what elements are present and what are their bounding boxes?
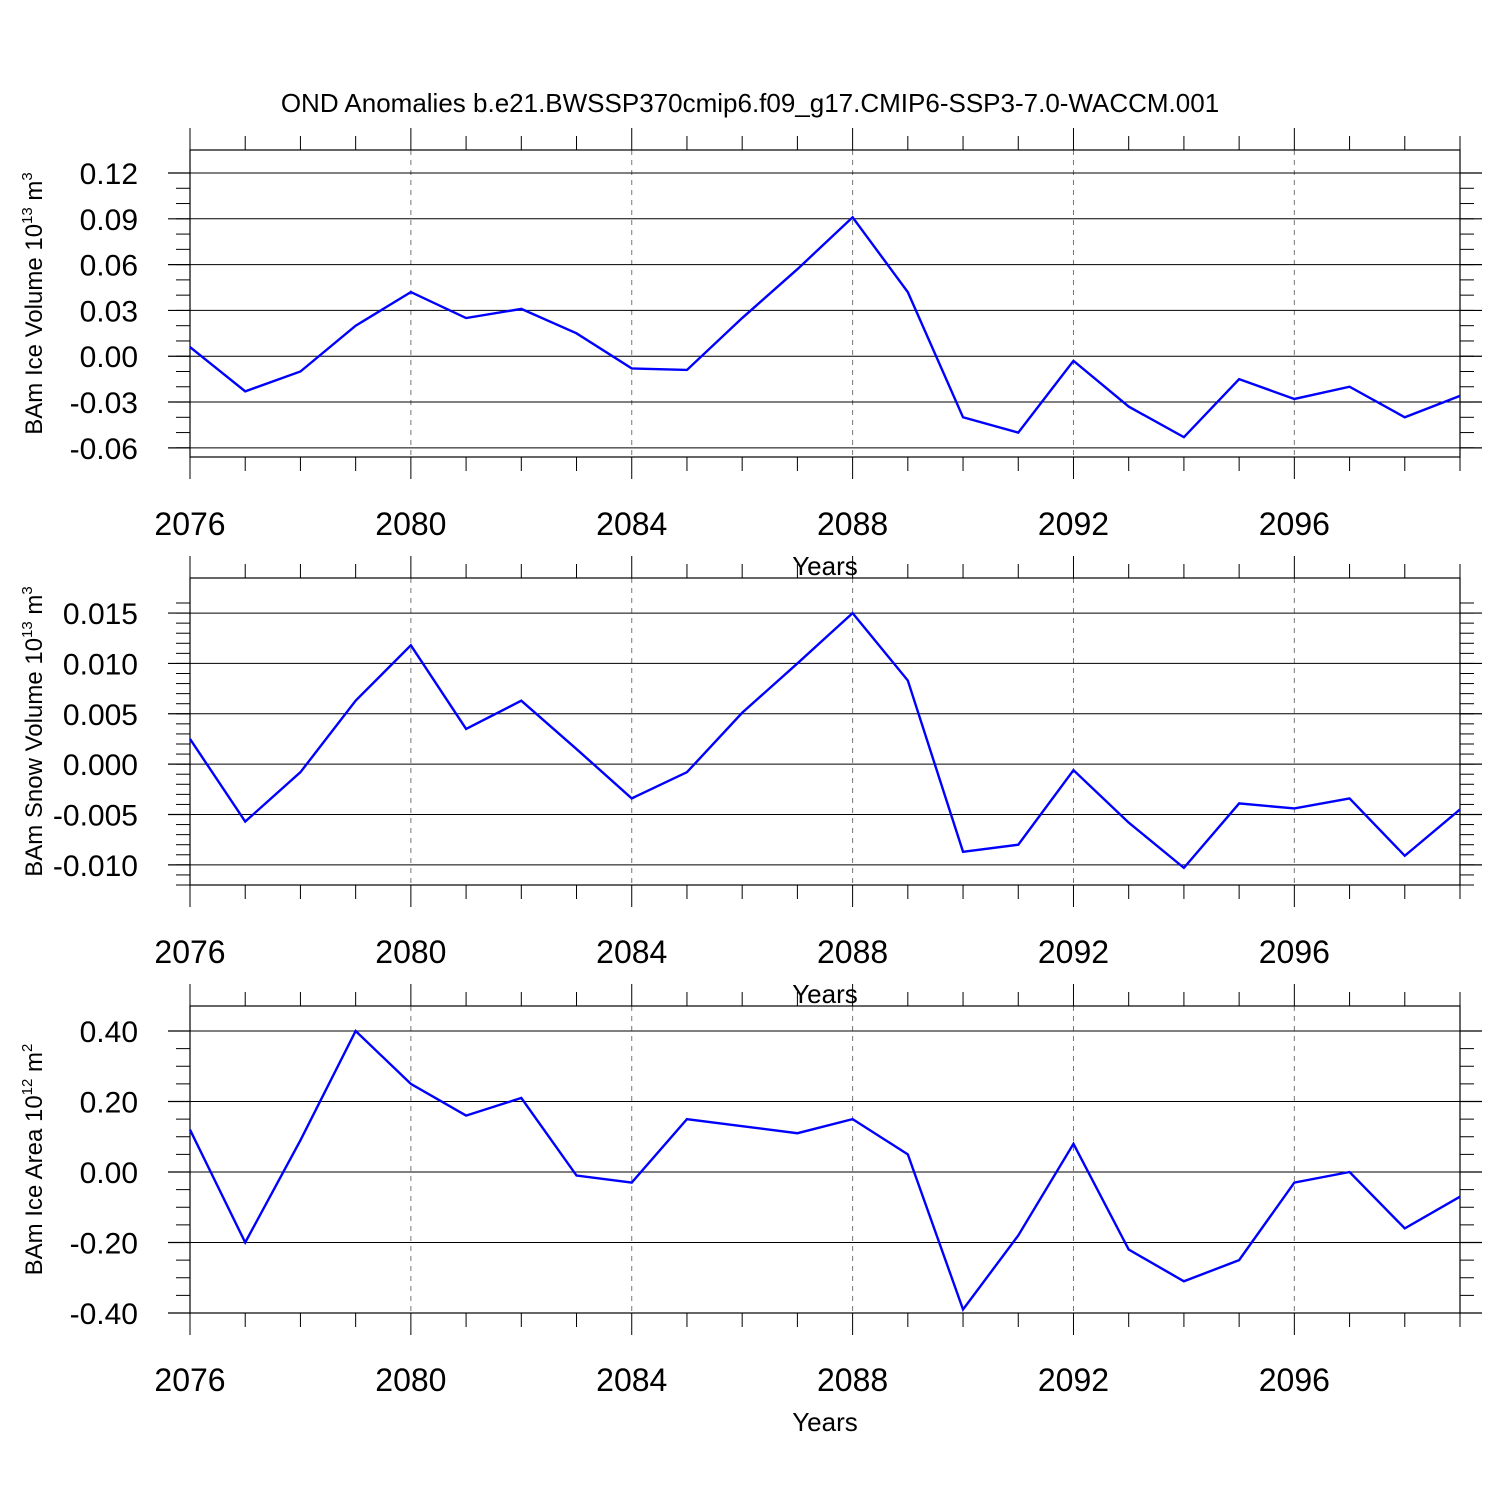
panel-1: 0.12 0.09 0.06 0.03 0.00 -0.03 -0.06 2076 2080 20…: [19, 128, 1482, 581]
x-tick-label: 2088: [817, 506, 888, 542]
y-tick-label: -0.03: [70, 387, 138, 420]
y-tick-label: 0.09: [80, 204, 138, 237]
x-tick-label: 2076: [154, 934, 225, 970]
y-tick-label: 0.00: [80, 1157, 138, 1190]
y-tick-label: -0.06: [70, 433, 138, 466]
y-axis-label-main: BAm Ice Area 10: [21, 1095, 48, 1275]
series-line-1: [189, 215, 1461, 439]
y-tick-label: 0.03: [80, 295, 138, 328]
y-tick-label: 0.40: [80, 1016, 138, 1049]
y-tick-label: 0.00: [80, 341, 138, 374]
y-tick-label: 0.000: [63, 749, 138, 782]
y-tick-label: 0.12: [80, 158, 138, 191]
y-axis-label-unit: m: [21, 595, 48, 622]
plot-frame: [189, 577, 1461, 886]
y-axis-label-unit-exponent: 2: [19, 1044, 36, 1052]
y-axis-label-unit: m: [21, 1052, 48, 1079]
plot-frame: [189, 149, 1461, 458]
y-axis-label-unit-exponent: 3: [19, 586, 36, 594]
y-tick-label: 0.06: [80, 250, 138, 283]
x-tick-label: 2084: [596, 506, 667, 542]
x-tick-label: 2076: [154, 1362, 225, 1398]
y-tick-label: -0.20: [70, 1228, 138, 1261]
series-line-1: [188, 1029, 1461, 1312]
x-tick-label: 2080: [375, 934, 446, 970]
y-axis-label-exponent: 12: [19, 1079, 36, 1096]
y-tick-label: 0.005: [63, 699, 138, 732]
panel-3: 0.40 0.20 0.00 -0.20 -0.40 2076 2080 2084 2088 20…: [19, 984, 1482, 1437]
y-tick-label: 0.20: [80, 1087, 138, 1120]
y-axis-label-main: BAm Ice Volume 10: [21, 224, 48, 435]
x-tick-label: 2096: [1259, 506, 1330, 542]
x-tick-label: 2080: [375, 506, 446, 542]
chart-title: OND Anomalies b.e21.BWSSP370cmip6.f09_g1…: [281, 88, 1219, 118]
panel-2: 0.015 0.010 0.005 0.000 -0.005 -0.010 2076 2080…: [19, 556, 1482, 1009]
y-tick-label: -0.010: [53, 850, 138, 883]
y-axis-label-main: BAm Snow Volume 10: [21, 638, 48, 877]
y-axis-label-unit: m: [21, 181, 48, 208]
x-tick-label: 2084: [596, 934, 667, 970]
x-axis-label: Years: [792, 551, 858, 581]
series-line-1: [189, 611, 1461, 870]
y-axis-label: BAm Ice Volume 1013 m3: [19, 172, 48, 434]
y-axis-label-unit-exponent: 3: [19, 172, 36, 180]
y-tick-label: -0.005: [53, 800, 138, 833]
x-tick-label: 2092: [1038, 1362, 1109, 1398]
x-axis-label: Years: [792, 1407, 858, 1437]
x-tick-label: 2084: [596, 1362, 667, 1398]
y-tick-label: -0.40: [70, 1298, 138, 1331]
y-tick-label: 0.010: [63, 648, 138, 681]
x-tick-label: 2088: [817, 1362, 888, 1398]
y-axis-label-exponent: 13: [19, 621, 36, 638]
x-tick-label: 2092: [1038, 934, 1109, 970]
x-tick-label: 2096: [1259, 1362, 1330, 1398]
x-tick-label: 2080: [375, 1362, 446, 1398]
x-axis-label: Years: [792, 979, 858, 1009]
x-tick-label: 2088: [817, 934, 888, 970]
x-tick-label: 2096: [1259, 934, 1330, 970]
y-tick-label: 0.015: [63, 598, 138, 631]
y-axis-label: BAm Snow Volume 1013 m3: [19, 586, 48, 877]
x-tick-label: 2092: [1038, 506, 1109, 542]
plot-frame: [189, 1005, 1461, 1314]
x-tick-label: 2076: [154, 506, 225, 542]
y-axis-label: BAm Ice Area 1012 m2: [19, 1044, 48, 1276]
y-axis-label-exponent: 13: [19, 207, 36, 224]
